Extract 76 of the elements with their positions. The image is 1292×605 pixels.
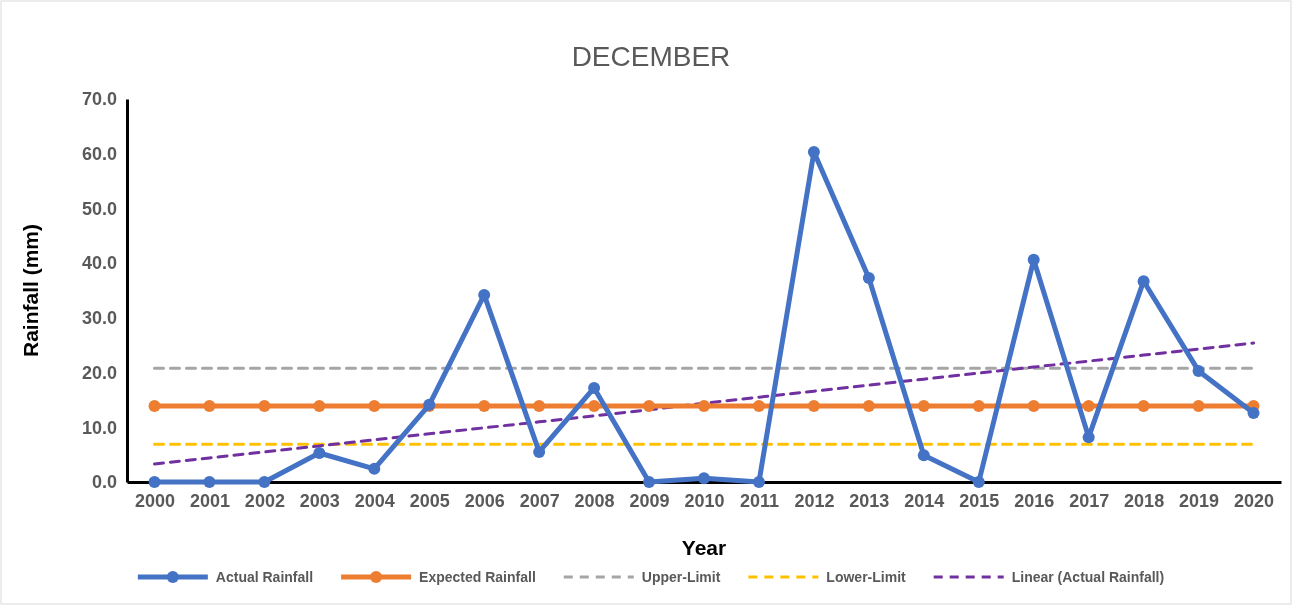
x-tick-label: 2017 (1069, 490, 1110, 511)
x-tick-label: 2020 (1234, 490, 1275, 511)
x-tick-label: 2009 (629, 490, 670, 511)
y-tick-label: 30.0 (81, 308, 117, 329)
y-tick-label: 20.0 (81, 362, 117, 383)
x-tick-label: 2013 (849, 490, 890, 511)
x-tick-label: 2003 (299, 490, 340, 511)
point (862, 399, 875, 412)
point (368, 399, 381, 412)
point (258, 399, 271, 412)
point (478, 288, 491, 301)
point (203, 399, 216, 412)
point (203, 476, 216, 488)
point (1082, 431, 1095, 444)
x-tick-label: 2000 (134, 490, 175, 511)
point (972, 399, 985, 412)
x-tick-label: 2005 (409, 490, 450, 511)
point (752, 476, 765, 488)
point (1082, 399, 1095, 412)
legend-label: Lower-Limit (826, 569, 907, 585)
point (1137, 399, 1150, 412)
point (148, 476, 161, 488)
point (148, 399, 161, 412)
x-tick-label: 2016 (1014, 490, 1055, 511)
x-axis-title: Year (681, 536, 727, 559)
chart-title: DECEMBER (571, 41, 731, 72)
y-tick-label: 0.0 (91, 472, 117, 493)
legend-label: Upper-Limit (641, 569, 721, 585)
x-tick-label: 2018 (1124, 490, 1165, 511)
point (752, 399, 765, 412)
x-tick-label: 2010 (684, 490, 725, 511)
x-tick-label: 2006 (464, 490, 505, 511)
x-tick-label: 2002 (244, 490, 285, 511)
y-axis-title: Rainfall (mm) (19, 223, 42, 358)
point (1192, 364, 1205, 377)
point (643, 476, 656, 488)
legend-label: Expected Rainfall (419, 569, 536, 585)
legend-label: Actual Rainfall (215, 569, 314, 585)
point (1027, 253, 1040, 266)
point (313, 399, 326, 412)
point (313, 447, 326, 459)
point (1247, 407, 1260, 420)
point (643, 399, 656, 412)
x-tick-label: 2012 (794, 490, 835, 511)
y-tick-label: 10.0 (81, 417, 117, 438)
point (698, 472, 710, 485)
legend-label: Linear (Actual Rainfall) (1011, 569, 1165, 585)
x-tick-label: 2001 (189, 490, 230, 511)
x-tick-label: 2015 (959, 490, 1000, 511)
point (533, 399, 546, 412)
x-tick-label: 2004 (354, 490, 395, 511)
point (258, 476, 271, 488)
x-tick-label: 2007 (519, 490, 560, 511)
point (1192, 399, 1205, 412)
x-tick-label: 2008 (574, 490, 615, 511)
point (1027, 399, 1040, 412)
line-series (152, 341, 1256, 466)
point (478, 399, 491, 412)
point (972, 476, 985, 488)
y-tick-label: 50.0 (81, 198, 117, 219)
point (917, 449, 930, 462)
point (588, 399, 601, 412)
point (588, 381, 601, 394)
x-tick-label: 2019 (1179, 490, 1220, 511)
x-tick-label: 2011 (739, 490, 779, 511)
point (1137, 275, 1150, 288)
point (698, 399, 710, 412)
point (807, 399, 820, 412)
point (368, 462, 381, 475)
x-tick-label: 2014 (904, 490, 945, 511)
point (917, 399, 930, 412)
y-tick-label: 40.0 (81, 253, 117, 274)
y-tick-label: 60.0 (81, 143, 117, 164)
point (862, 271, 875, 284)
y-tick-label: 70.0 (81, 89, 117, 110)
point (533, 445, 546, 458)
